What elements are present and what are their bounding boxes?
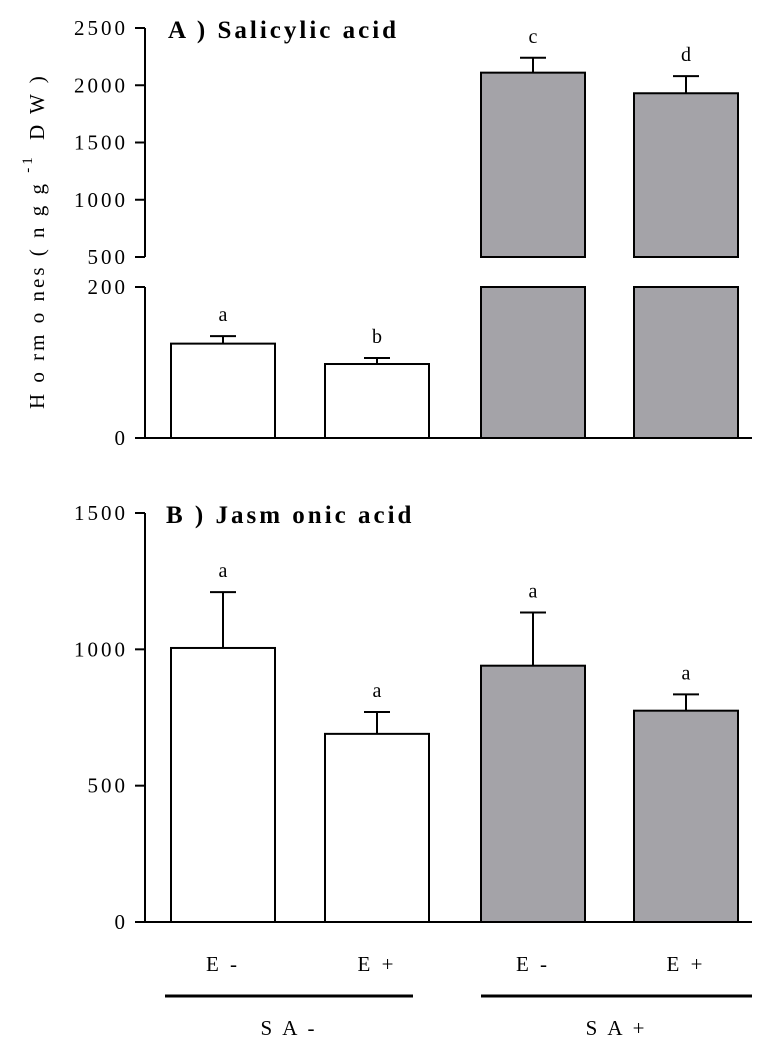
panel-b-bars: a a a a <box>170 560 739 924</box>
x-category-label: E + <box>667 952 706 976</box>
panel-a-y-tick-label: 2500 <box>74 16 128 40</box>
panel-b-y-tick-label: 1000 <box>74 637 128 661</box>
y-axis-title-tail: D W ) <box>25 73 49 140</box>
panel-a-significance-letter: d <box>681 44 691 66</box>
x-axis-groups: S A - S A + <box>165 994 752 1040</box>
x-category-label: E - <box>516 952 550 976</box>
panel-a-bar-lower-segment <box>480 286 586 439</box>
panel-b-bar <box>324 732 430 923</box>
x-category-label: E + <box>358 952 397 976</box>
panel-b-significance-letter: a <box>682 662 691 684</box>
panel-a-y-tick-label: 500 <box>88 245 129 269</box>
panel-a-bar <box>633 92 739 258</box>
panel-a-y-tick-label: 200 <box>88 275 129 299</box>
x-group-label: S A + <box>586 1016 648 1040</box>
y-axis-title-main: H o rm o nes ( n g g <box>25 181 49 409</box>
x-category-label: E - <box>206 952 240 976</box>
x-group-label: S A - <box>260 1016 317 1040</box>
panel-b-significance-letter: a <box>529 581 538 603</box>
panel-b-bar <box>633 709 739 924</box>
panel-b-bar <box>170 646 276 923</box>
panel-a-bar <box>170 342 276 439</box>
panel-a-bar <box>324 363 430 440</box>
panel-b-title: B ) Jasm onic acid <box>166 502 414 529</box>
panel-b: B ) Jasm onic acid 0 500 1000 1500 a a a a <box>74 501 752 934</box>
panel-a-bar-lower-segment <box>633 286 739 439</box>
panel-b-bar <box>480 664 586 924</box>
panel-b-y-tick-label: 500 <box>88 774 129 798</box>
x-axis-categories: E - E + E - E + <box>206 952 706 976</box>
panel-a-significance-letter: c <box>529 26 538 48</box>
panel-a-bars: a b c d <box>170 26 739 440</box>
panel-a-significance-letter: a <box>219 304 228 326</box>
panel-a-significance-letter: b <box>372 326 382 348</box>
panel-a-title: A ) Salicylic acid <box>168 17 399 44</box>
y-axis-title-text: H o rm o nes ( n g g -1 D W ) <box>13 73 49 409</box>
panel-a-y-tick-label: 1000 <box>74 188 128 212</box>
panel-a-y-tick-label: 1500 <box>74 131 128 155</box>
panel-a-y-tick-label: 0 <box>115 426 129 450</box>
panel-b-significance-letter: a <box>373 680 382 702</box>
y-axis-title: H o rm o nes ( n g g -1 D W ) <box>13 73 49 409</box>
y-axis-title-superscript: -1 <box>20 154 36 173</box>
panel-a-bar <box>480 71 586 258</box>
panel-b-y-tick-label: 1500 <box>74 501 128 525</box>
panel-a: A ) Salicylic acid 500 1000 1500 2000 2500 0 2… <box>74 16 752 450</box>
panel-a-y-tick-label: 2000 <box>74 73 128 97</box>
panel-b-y-tick-label: 0 <box>115 910 129 934</box>
panel-b-significance-letter: a <box>219 560 228 582</box>
